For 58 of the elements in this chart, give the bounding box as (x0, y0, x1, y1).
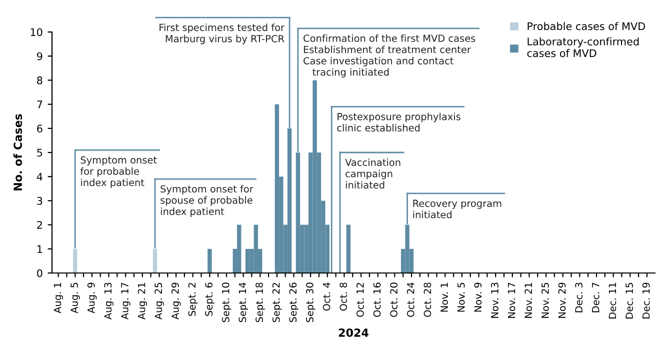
y-tick-label: 2 (37, 221, 42, 229)
x-tick-label: Oct. 28 (424, 282, 432, 317)
x-tick-label: Sept. 6 (205, 282, 214, 316)
x-tick-label: Nov. 9 (474, 282, 482, 312)
x-tick-label: Nov. 13 (491, 282, 498, 318)
x-tick-label: Dec. 19 (642, 282, 650, 318)
ref-line-label: Confirmation of the first MVD cases Establishment of treatment center Case investigation and contact tracing initiated (304, 34, 476, 78)
ref-line-label: Symptom onset for spouse of probable index patient (160, 185, 254, 217)
x-tick-label: Nov. 5 (458, 282, 465, 312)
x-tick-label: Sept. 26 (289, 282, 298, 322)
x-tick-label: Oct. 4 (322, 282, 330, 311)
ref-line-label: Vaccination campaign initiated (345, 158, 400, 189)
x-tick-label: Aug. 25 (154, 282, 164, 320)
legend-label: Probable cases of MVD (528, 22, 646, 30)
x-tick-label: Oct. 24 (406, 282, 414, 317)
x-tick-label: Oct. 20 (390, 282, 398, 317)
x-tick-label: Sept. 22 (272, 283, 282, 322)
x-tick-label: Nov. 17 (508, 282, 516, 318)
x-tick-label: Aug. 13 (104, 282, 114, 320)
x-tick-label: Sept. 30 (306, 282, 316, 322)
y-tick-label: 5 (37, 148, 42, 157)
x-tick-label: Nov. 25 (542, 282, 549, 318)
legend-label: Laboratory-confirmed cases of MVD (527, 37, 639, 58)
y-tick-label: 4 (36, 172, 42, 181)
y-tick-label: 3 (37, 196, 42, 205)
x-tick-label: Aug. 17 (121, 282, 130, 320)
y-tick-label: 7 (37, 100, 42, 108)
x-axis-title: 2024 (338, 328, 368, 337)
ref-line-label: Symptom onset for probable index patient (80, 156, 157, 188)
x-tick-label: Nov. 29 (558, 282, 566, 318)
x-tick-label: Sept. 14 (238, 282, 248, 322)
x-tick-label: Aug. 21 (138, 282, 148, 320)
y-tick-label: 0 (37, 269, 42, 278)
x-tick-label: Dec. 15 (626, 282, 633, 318)
x-tick-label: Sept. 10 (222, 282, 232, 322)
x-tick-label: Dec. 11 (608, 282, 616, 318)
ref-line-label: Recovery program initiated (413, 200, 502, 218)
x-tick-label: Oct. 8 (340, 282, 348, 311)
y-axis-title: No. of Cases (13, 114, 22, 190)
x-tick-label: Oct. 16 (373, 282, 381, 317)
ref-line-label: First specimens tested for Marburg virus by RT-PCR (160, 24, 285, 44)
y-tick-label: 6 (37, 124, 42, 133)
y-tick-label: 1 (37, 245, 42, 253)
x-tick-label: Aug. 9 (87, 282, 97, 314)
x-tick-label: Sept. 2 (188, 283, 198, 316)
x-tick-label: Aug. 1 (54, 282, 64, 314)
y-tick-label: 9 (37, 52, 42, 60)
x-tick-label: Sept. 18 (256, 282, 265, 322)
x-tick-label: Aug. 5 (70, 282, 80, 314)
ref-line-label: Postexposure prophylaxis clinic established (337, 112, 460, 132)
x-tick-label: Dec. 3 (575, 282, 582, 312)
x-tick-label: Oct. 12 (356, 283, 364, 317)
x-tick-label: Nov. 21 (524, 282, 532, 318)
y-tick-label: 8 (37, 76, 42, 84)
y-tick-label: 10 (30, 28, 42, 36)
x-tick-label: Nov. 1 (440, 282, 448, 312)
x-tick-label: Aug. 29 (172, 282, 181, 320)
x-tick-label: Dec. 7 (592, 282, 600, 312)
